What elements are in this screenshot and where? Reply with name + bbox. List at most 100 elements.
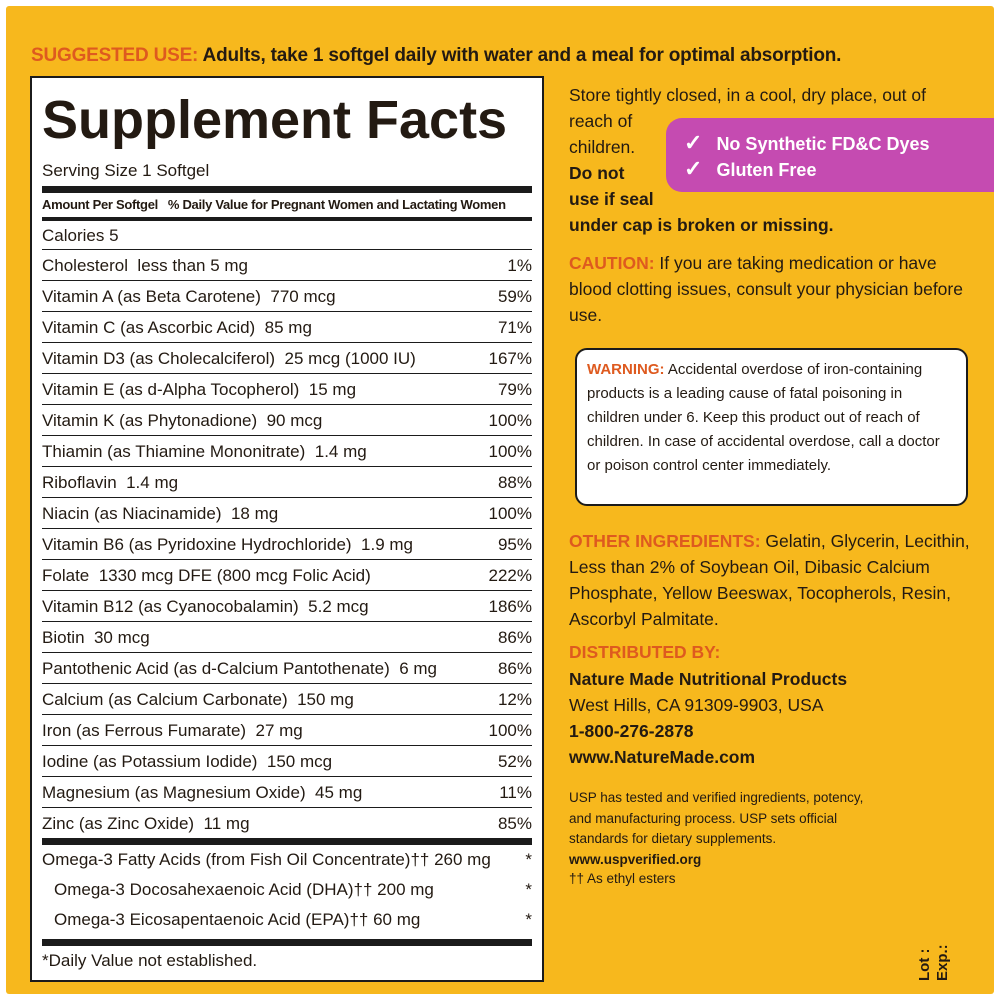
nutrient-daily-value: 222% bbox=[488, 566, 532, 585]
omega-row: Omega-3 Eicosapentaenoic Acid (EPA)†† 60… bbox=[42, 905, 532, 935]
divider bbox=[42, 217, 532, 221]
claim-no-dyes: ✓ No Synthetic FD&C Dyes bbox=[684, 130, 929, 156]
storage-line: Do not bbox=[569, 163, 625, 183]
serving-size: Serving Size 1 Softgel bbox=[42, 161, 210, 180]
usp-text: USP has tested and verified ingredients,… bbox=[569, 790, 864, 846]
nutrient-row: Vitamin B6 (as Pyridoxine Hydrochloride)… bbox=[42, 529, 532, 560]
distributor-phone: 1-800-276-2878 bbox=[569, 721, 694, 741]
nutrient-row: Iodine (as Potassium Iodide) 150 mcg 52% bbox=[42, 746, 532, 777]
nutrient-row: Vitamin A (as Beta Carotene) 770 mcg 59% bbox=[42, 281, 532, 312]
nutrient-daily-value: 86% bbox=[497, 628, 532, 647]
nutrient-table: Cholesterol less than 5 mg 1% Vitamin A (a… bbox=[42, 250, 532, 838]
distributor-address: West Hills, CA 91309-9903, USA bbox=[569, 695, 824, 715]
nutrient-daily-value: 1% bbox=[507, 256, 532, 275]
caution-text: CAUTION: If you are taking medication or… bbox=[569, 250, 969, 328]
nutrient-name: Vitamin K (as Phytonadione) 90 mcg bbox=[42, 411, 323, 430]
nutrient-name: Vitamin A (as Beta Carotene) 770 mcg bbox=[42, 287, 336, 306]
suggested-use: SUGGESTED USE: Adults, take 1 softgel da… bbox=[31, 45, 841, 67]
omega-row: Omega-3 Fatty Acids (from Fish Oil Conce… bbox=[42, 845, 532, 875]
storage-line: reach of bbox=[569, 111, 633, 131]
nutrient-name: Vitamin D3 (as Cholecalciferol) 25 mcg (… bbox=[42, 349, 416, 368]
omega-name: Omega-3 Eicosapentaenoic Acid (EPA)†† 60… bbox=[54, 910, 421, 929]
check-icon: ✓ bbox=[684, 156, 703, 181]
omega-row: Omega-3 Docosahexaenoic Acid (DHA)†† 200… bbox=[42, 875, 532, 905]
nutrient-name: Biotin 30 mcg bbox=[42, 628, 150, 647]
nutrient-daily-value: 85% bbox=[497, 814, 532, 833]
nutrient-row: Thiamin (as Thiamine Mononitrate) 1.4 mg… bbox=[42, 436, 532, 467]
esters-note: †† As ethyl esters bbox=[569, 871, 676, 886]
caution-heading: CAUTION: bbox=[569, 253, 655, 273]
storage-line: children. bbox=[569, 137, 636, 157]
nutrient-row: Iron (as Ferrous Fumarate) 27 mg 100% bbox=[42, 715, 532, 746]
claim-label: No Synthetic FD&C Dyes bbox=[716, 134, 930, 154]
nutrient-row: Zinc (as Zinc Oxide) 11 mg 85% bbox=[42, 808, 532, 838]
nutrient-name: Vitamin E (as d-Alpha Tocopherol) 15 mg bbox=[42, 380, 357, 399]
claims-badge: ✓ No Synthetic FD&C Dyes ✓ Gluten Free bbox=[666, 118, 994, 192]
nutrient-daily-value: 59% bbox=[497, 287, 532, 306]
supplement-label: SUGGESTED USE: Adults, take 1 softgel da… bbox=[6, 6, 994, 994]
nutrient-name: Iron (as Ferrous Fumarate) 27 mg bbox=[42, 721, 303, 740]
storage-line: use if seal bbox=[569, 189, 654, 209]
omega-name: Omega-3 Docosahexaenoic Acid (DHA)†† 200… bbox=[54, 880, 434, 899]
nutrient-daily-value: 100% bbox=[488, 721, 532, 740]
omega-daily-value: * bbox=[525, 910, 532, 929]
nutrient-row: Biotin 30 mcg 86% bbox=[42, 622, 532, 653]
other-ingredients: OTHER INGREDIENTS: Gelatin, Glycerin, Le… bbox=[569, 528, 984, 632]
nutrient-row: Cholesterol less than 5 mg 1% bbox=[42, 250, 532, 281]
nutrient-daily-value: 71% bbox=[497, 318, 532, 337]
nutrient-row: Magnesium (as Magnesium Oxide) 45 mg 11% bbox=[42, 777, 532, 808]
nutrient-name: Vitamin B12 (as Cyanocobalamin) 5.2 mcg bbox=[42, 597, 369, 616]
thick-divider bbox=[42, 838, 532, 845]
other-ingredients-heading: OTHER INGREDIENTS: bbox=[569, 531, 761, 551]
nutrient-daily-value: 186% bbox=[488, 597, 532, 616]
suggested-use-heading: SUGGESTED USE: bbox=[31, 45, 199, 66]
nutrient-daily-value: 100% bbox=[488, 504, 532, 523]
supplement-facts-panel: Supplement Facts Serving Size 1 Softgel … bbox=[30, 76, 544, 982]
nutrient-daily-value: 95% bbox=[497, 535, 532, 554]
storage-line: under cap is broken or missing. bbox=[569, 215, 834, 235]
nutrient-row: Calcium (as Calcium Carbonate) 150 mg 12% bbox=[42, 684, 532, 715]
other-ingredients-body: Gelatin, Glycerin, Lecithin, Less than 2… bbox=[569, 531, 970, 629]
thick-divider bbox=[42, 186, 532, 193]
distributor-company: Nature Made Nutritional Products bbox=[569, 669, 848, 689]
nutrient-row: Folate 1330 mcg DFE (800 mcg Folic Acid)… bbox=[42, 560, 532, 591]
check-icon: ✓ bbox=[684, 130, 703, 155]
nutrient-row: Riboflavin 1.4 mg 88% bbox=[42, 467, 532, 498]
usp-link: www.uspverified.org bbox=[569, 851, 702, 867]
omega-table: Omega-3 Fatty Acids (from Fish Oil Conce… bbox=[42, 845, 532, 935]
nutrient-name: Iodine (as Potassium Iodide) 150 mcg bbox=[42, 752, 333, 771]
nutrient-name: Riboflavin 1.4 mg bbox=[42, 473, 179, 492]
nutrient-daily-value: 100% bbox=[488, 442, 532, 461]
claim-label: Gluten Free bbox=[716, 160, 817, 180]
calories-row: Calories 5 bbox=[42, 221, 532, 250]
lot-label: Lot : bbox=[916, 948, 933, 981]
nutrient-daily-value: 88% bbox=[497, 473, 532, 492]
facts-title: Supplement Facts bbox=[42, 90, 508, 150]
distributed-by-heading: DISTRIBUTED BY: bbox=[569, 642, 721, 662]
distributor-info: Nature Made Nutritional Products West Hi… bbox=[569, 666, 969, 770]
omega-name: Omega-3 Fatty Acids (from Fish Oil Conce… bbox=[42, 850, 491, 869]
nutrient-daily-value: 167% bbox=[488, 349, 532, 368]
nutrient-name: Vitamin B6 (as Pyridoxine Hydrochloride)… bbox=[42, 535, 414, 554]
nutrient-daily-value: 52% bbox=[497, 752, 532, 771]
omega-daily-value: * bbox=[525, 850, 532, 869]
suggested-use-text: Adults, take 1 softgel daily with water … bbox=[198, 45, 842, 66]
nutrient-row: Pantothenic Acid (as d-Calcium Pantothen… bbox=[42, 653, 532, 684]
warning-box: WARNING: Accidental overdose of iron-con… bbox=[575, 348, 968, 506]
usp-statement: USP has tested and verified ingredients,… bbox=[569, 788, 869, 870]
nutrient-name: Zinc (as Zinc Oxide) 11 mg bbox=[42, 814, 250, 833]
warning-body: Accidental overdose of iron-containing p… bbox=[587, 361, 940, 474]
exp-label: Exp.: bbox=[934, 944, 951, 981]
nutrient-daily-value: 100% bbox=[488, 411, 532, 430]
dv-footnote: *Daily Value not established. bbox=[42, 951, 258, 970]
warning-heading: WARNING: bbox=[587, 361, 665, 378]
nutrient-name: Calcium (as Calcium Carbonate) 150 mg bbox=[42, 690, 354, 709]
distributor-website: www.NatureMade.com bbox=[569, 747, 756, 767]
nutrient-name: Cholesterol less than 5 mg bbox=[42, 256, 248, 275]
amount-header: Amount Per Softgel % Daily Value for Pre… bbox=[42, 197, 506, 212]
caution-body: If you are taking medication or have blo… bbox=[569, 253, 963, 325]
nutrient-name: Folate 1330 mcg DFE (800 mcg Folic Acid) bbox=[42, 566, 371, 585]
omega-daily-value: * bbox=[525, 880, 532, 899]
claim-gluten-free: ✓ Gluten Free bbox=[684, 156, 816, 182]
nutrient-row: Vitamin B12 (as Cyanocobalamin) 5.2 mcg 1… bbox=[42, 591, 532, 622]
